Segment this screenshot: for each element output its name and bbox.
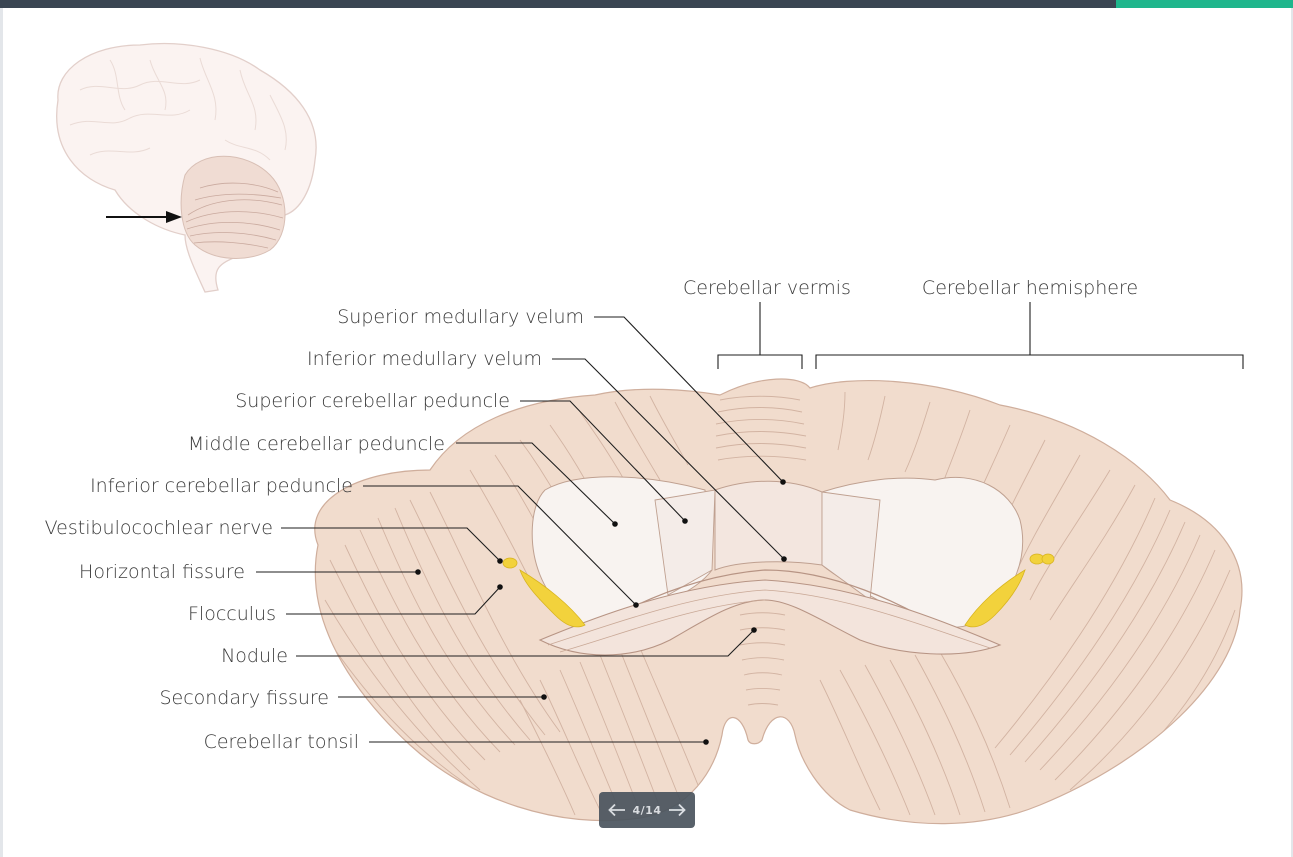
label-superior-medullary-velum: Superior medullary velum [337,306,584,328]
top-bar [0,0,1293,8]
page-counter: 4/14 [632,803,662,817]
label-cerebellar-tonsil: Cerebellar tonsil [204,731,359,753]
label-inferior-cerebellar-peduncle: Inferior cerebellar peduncle [90,475,353,497]
cerebellum-illustration [314,378,1243,825]
label-superior-cerebellar-peduncle: Superior cerebellar peduncle [235,390,510,412]
label-vestibulocochlear-nerve: Vestibulocochlear nerve [45,517,273,539]
right-border [1291,8,1293,857]
image-pager: 4/14 [599,792,695,828]
label-cerebellar-vermis: Cerebellar vermis [683,277,851,299]
arrow-right-icon[interactable] [667,800,687,820]
bracket-cerebellar-hemisphere [815,302,1244,369]
label-points [415,479,787,745]
arrow-left-icon[interactable] [607,800,627,820]
label-horizontal-fissure: Horizontal fissure [79,561,245,583]
label-inferior-medullary-velum: Inferior medullary velum [307,348,542,370]
label-cerebellar-hemisphere: Cerebellar hemisphere [922,277,1138,299]
label-flocculus: Flocculus [188,603,276,625]
leader-lines [256,316,785,743]
label-nodule: Nodule [221,645,288,667]
bracket-cerebellar-vermis [717,302,803,369]
label-secondary-fissure: Secondary fissure [159,687,329,709]
brain-orientation-icon [56,42,317,293]
label-middle-cerebellar-peduncle: Middle cerebellar peduncle [188,433,445,455]
top-bar-accent [1116,0,1293,8]
left-border [0,8,3,857]
